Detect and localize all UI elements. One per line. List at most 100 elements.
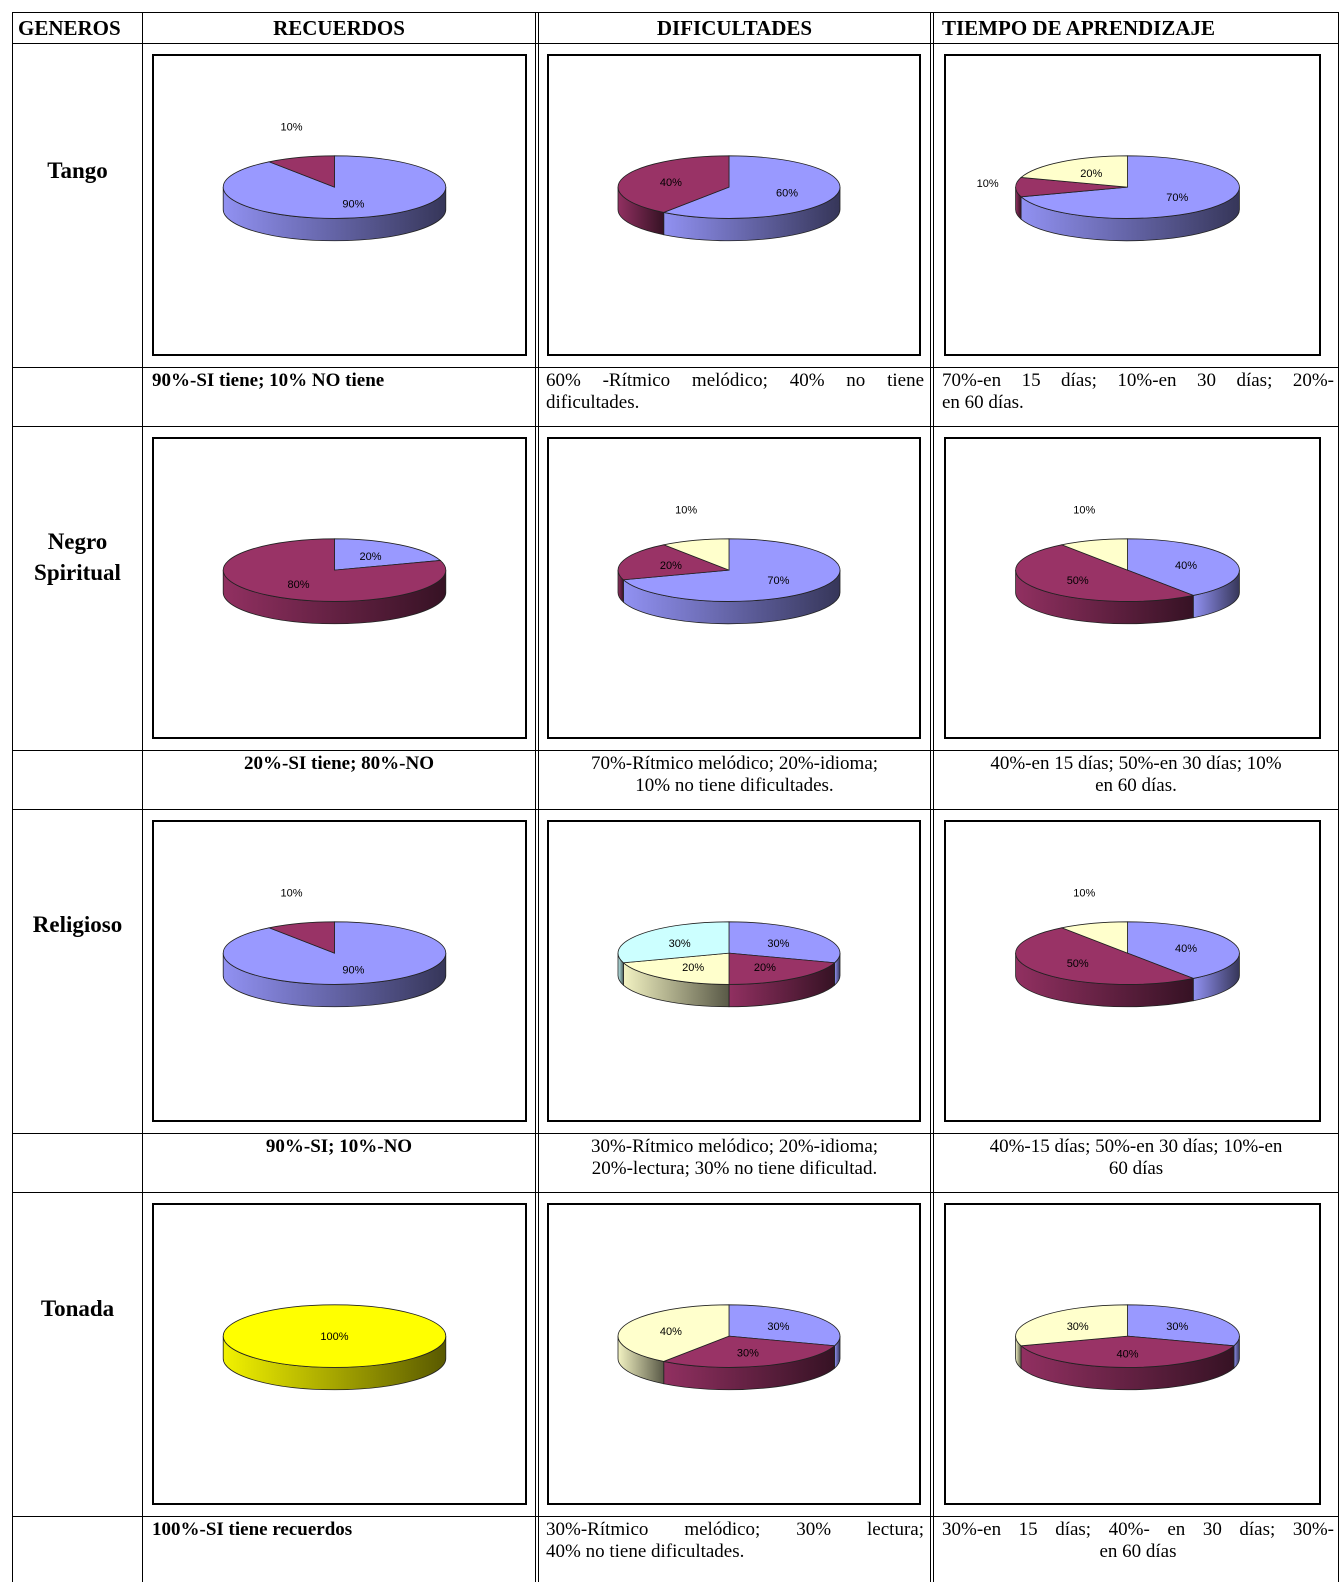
table-border [12, 750, 1339, 751]
pie-data-label: 60% [776, 187, 798, 199]
pie-chart-religioso-tiempo: 40% 50% 10% [1015, 888, 1240, 1008]
pie-slice [617, 155, 730, 213]
chart-frame: 30% 40% 30% [944, 1203, 1321, 1505]
caption-dificultades: 60% -Rítmico melódico; 40% no tiene dific… [546, 370, 924, 413]
chart-frame: 20% 80% [152, 437, 527, 739]
pie-data-label: 10% [1073, 505, 1095, 517]
pie-chart-negro-tiempo: 40% 50% 10% [1015, 505, 1240, 625]
pie-slice [222, 538, 447, 602]
genre-label: Tonada [40, 1296, 115, 1321]
pie-slice [1127, 538, 1240, 596]
table-border [12, 426, 1339, 427]
pie-data-label: 20% [1080, 168, 1102, 180]
pie-slice [334, 538, 442, 571]
pie-slice [617, 544, 730, 581]
pie-data-label: 90% [342, 198, 364, 210]
pie-data-label: 100% [320, 1331, 348, 1343]
caption-dificultades: 30%-Rítmico melódico; 30% lectura; 40% no… [546, 1519, 924, 1562]
chart-frame: 40% 50% 10% [944, 437, 1321, 739]
chart-frame: 90% 10% [152, 54, 527, 356]
pie-data-label: 50% [1067, 575, 1089, 587]
pie-slice [622, 952, 730, 985]
caption-recuerdos: 20%-SI tiene; 80%-NO [244, 753, 434, 774]
pie-data-label: 10% [280, 888, 302, 900]
pie-data-label: 40% [660, 1326, 682, 1338]
caption-tiempo: 40%-15 días; 50%-en 30 días; 10%-en 60 dí… [989, 1136, 1283, 1179]
pie-data-label: 10% [1073, 888, 1095, 900]
pie-chart-religioso-recuerdos: 90% 10% [222, 888, 447, 1008]
pie-data-label: 70% [767, 575, 789, 587]
chart-frame: 70% 20% 10% [547, 437, 921, 739]
pie-data-label: 30% [767, 1321, 789, 1333]
caption-recuerdos: 100%-SI tiene recuerdos [152, 1519, 353, 1540]
genre-label: Religioso [32, 912, 123, 937]
pie-chart-tango-dificultades: 60% 40% [617, 155, 841, 242]
pie-data-label: 10% [675, 505, 697, 517]
pie-data-label: 40% [1116, 1348, 1138, 1360]
pie-data-label: 30% [767, 938, 789, 950]
pie-slice [622, 538, 841, 602]
pie-chart-tonada-tiempo: 30% 40% 30% [1015, 1304, 1240, 1391]
pie-data-label: 30% [1166, 1321, 1188, 1333]
caption-dificultades: 70%-Rítmico melódico; 20%-idioma; 10% no … [590, 753, 879, 796]
chart-frame: 30% 30% 40% [547, 1203, 921, 1505]
header-recuerdos: RECUERDOS [273, 16, 405, 40]
pie-slice [1020, 155, 1240, 219]
pie-slice [728, 1304, 841, 1347]
table-border [930, 12, 931, 1582]
genre-label: Tango [47, 158, 108, 183]
table-border [12, 12, 13, 1582]
pie-slice [1060, 538, 1128, 571]
pie-slice [1020, 1335, 1235, 1368]
pie-data-label: 70% [1166, 192, 1188, 204]
pie-slice [617, 921, 730, 964]
table-border [12, 1516, 1339, 1517]
pie-data-label: 10% [280, 122, 302, 134]
pie-slice [617, 1304, 730, 1362]
pie-slice [222, 1304, 447, 1368]
table-border [12, 809, 1339, 810]
chart-frame: 60% 40% [547, 54, 921, 356]
caption-tiempo: 70%-en 15 días; 10%-en 30 días; 20%- en 6… [942, 370, 1334, 413]
table-border [535, 12, 536, 1582]
header-tiempo: TIEMPO DE APRENDIZAJE [942, 16, 1216, 40]
pie-chart-religioso-dificultades: 30% 20% 20% 30% [617, 921, 841, 1008]
header-dificultades: DIFICULTADES [656, 16, 813, 40]
genre-label: Negro Spiritual [34, 529, 121, 585]
caption-tiempo: 30%-en 15 días; 40%- en 30 días; 30%- en … [942, 1519, 1334, 1562]
pie-slice [662, 538, 730, 571]
caption-recuerdos: 90%-SI tiene; 10% NO tiene [152, 370, 385, 391]
pie-data-label: 40% [660, 177, 682, 189]
pie-chart-tonada-recuerdos: 100% [222, 1304, 447, 1391]
pie-data-label: 20% [754, 962, 776, 974]
chart-frame: 100% [152, 1203, 527, 1505]
pie-slice [662, 155, 841, 219]
pie-slice [728, 952, 836, 985]
pie-data-label: 90% [342, 964, 364, 976]
pie-data-label: 20% [682, 962, 704, 974]
table-border [12, 367, 1339, 368]
table-border [12, 1133, 1339, 1134]
chart-frame: 90% 10% [152, 820, 527, 1122]
pie-slice [1015, 1304, 1128, 1347]
pie-data-label: 30% [737, 1347, 759, 1359]
header-generos: GENEROS [18, 16, 121, 40]
table-border [12, 43, 1339, 44]
pie-data-label: 30% [1067, 1321, 1089, 1333]
pie-data-label: 30% [669, 938, 691, 950]
chart-frame: 40% 50% 10% [944, 820, 1321, 1122]
table-border [12, 1192, 1339, 1193]
caption-recuerdos: 90%-SI; 10%-NO [265, 1136, 413, 1157]
table-border [538, 12, 539, 1582]
caption-dificultades: 30%-Rítmico melódico; 20%-idioma; 20%-lec… [590, 1136, 879, 1179]
pie-slice [662, 1335, 836, 1368]
pie-slice [267, 155, 335, 188]
pie-slice [1127, 1304, 1240, 1347]
pie-data-label: 10% [977, 178, 999, 190]
pie-chart-negro-dificultades: 70% 20% 10% [617, 505, 841, 625]
chart-frame: 30% 20% 20% 30% [547, 820, 921, 1122]
pie-slice [1020, 155, 1128, 188]
caption-tiempo: 40%-en 15 días; 50%-en 30 días; 10% en 60… [990, 753, 1282, 796]
table-border [142, 12, 143, 1582]
pie-slice [728, 921, 841, 964]
